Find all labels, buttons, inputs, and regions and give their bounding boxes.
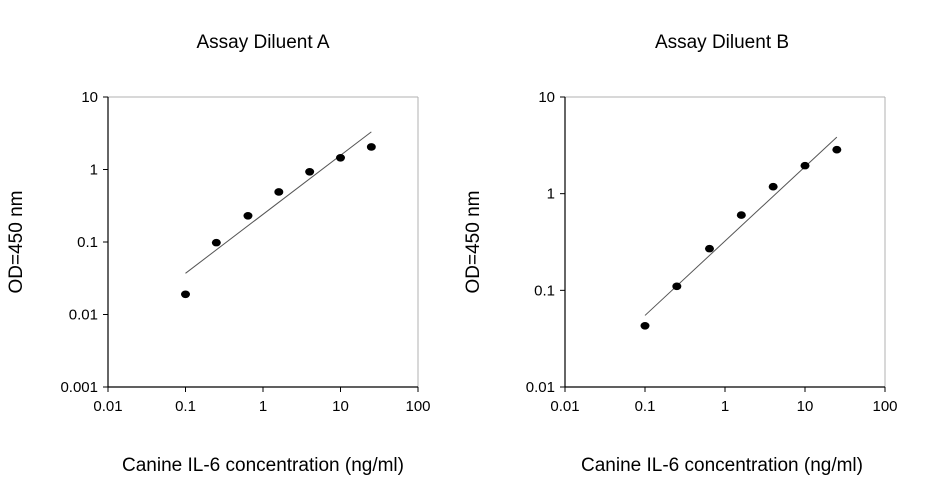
data-point-6 [336, 154, 345, 162]
fit-line [185, 131, 372, 274]
data-point-7 [832, 145, 842, 154]
x-tick-label: 0.1 [175, 398, 196, 415]
chart-panel-2: Assay Diluent B 0.01 0.1 1 10 100 0.01 0.1 1 10 Ca… [463, 32, 898, 476]
x-axis-label: Canine IL-6 concentration (ng/ml) [581, 455, 863, 476]
y-tick-label: 0.01 [526, 379, 555, 396]
data-point-7 [366, 143, 376, 151]
x-tick-label: 0.1 [635, 398, 656, 415]
y-tick-label: 0.1 [534, 282, 555, 299]
y-axis-label: OD=450 nm [6, 191, 27, 294]
data-point-5 [768, 182, 778, 191]
x-tick-label: 100 [405, 398, 430, 415]
data-point-2 [211, 238, 221, 247]
data-point-3 [243, 211, 253, 220]
x-tick-label: 10 [332, 398, 349, 415]
x-tick-label: 0.01 [550, 398, 579, 415]
data-point-3 [704, 244, 714, 253]
y-tick-label: 0.01 [69, 307, 98, 324]
data-point-4 [274, 188, 284, 196]
data-point-6 [800, 161, 810, 170]
data-point-5 [305, 167, 315, 176]
data-point-2 [672, 282, 682, 291]
chart-title: Assay Diluent A [196, 32, 329, 53]
y-axis-label: OD=450 nm [463, 191, 484, 294]
x-tick-label: 1 [259, 398, 267, 415]
x-axis-label: Canine IL-6 concentration (ng/ml) [122, 455, 404, 476]
data-point-4 [736, 211, 746, 219]
chart-panel-1: Assay Diluent A 0.01 0.1 1 10 100 0.001 0.01 0.1… [6, 32, 431, 476]
data-point-1 [181, 290, 190, 299]
y-tick-label: 1 [547, 186, 555, 203]
chart-title: Assay Diluent B [655, 32, 789, 53]
y-tick-label: 1 [90, 162, 98, 179]
x-tick-label: 10 [797, 398, 814, 415]
y-tick-label: 10 [81, 89, 98, 106]
data-point-1 [640, 321, 650, 330]
x-tick-label: 1 [721, 398, 729, 415]
x-tick-label: 0.01 [93, 398, 122, 415]
x-tick-label: 100 [872, 398, 897, 415]
y-tick-label: 0.001 [60, 379, 98, 396]
y-tick-label: 10 [538, 89, 555, 106]
y-tick-label: 0.1 [77, 234, 98, 251]
